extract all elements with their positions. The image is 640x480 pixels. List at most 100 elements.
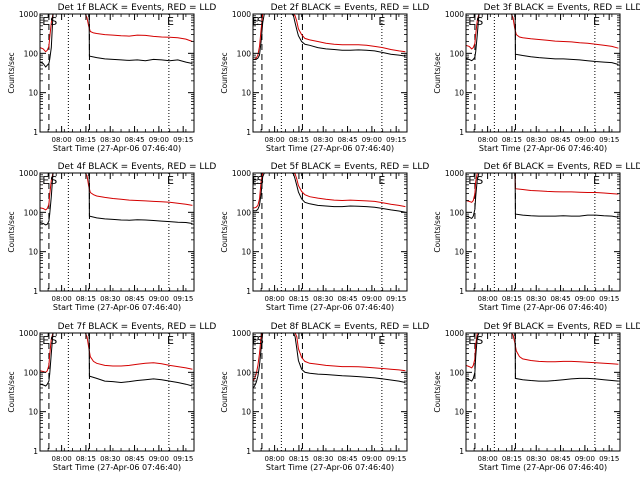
y-tick-label: 1 <box>459 447 464 456</box>
panel-title: Det 7f BLACK = Events, RED = LLD <box>58 322 217 332</box>
x-tick-label: 09:15 <box>599 295 619 303</box>
x-tick-label: 09:00 <box>149 455 169 463</box>
panel-grid: Det 1f BLACK = Events, RED = LLD Counts/s… <box>7 3 640 472</box>
x-tick-label: 08:00 <box>478 136 498 144</box>
x-axis-label: Start Time (27-Apr-06 07:46:40) <box>53 303 181 312</box>
x-tick-label: 09:00 <box>575 455 595 463</box>
x-tick-label: 08:00 <box>52 136 72 144</box>
interval-marker-label: E <box>167 174 174 187</box>
interval-marker-label: E <box>468 15 475 28</box>
series-lld-line <box>466 173 619 203</box>
panel-title: Det 8f BLACK = Events, RED = LLD <box>271 322 430 332</box>
axes-frame <box>252 172 408 292</box>
axes-frame <box>465 332 621 452</box>
series-lld-line <box>253 333 406 382</box>
y-tick-label: 10 <box>28 248 38 257</box>
interval-marker-label: S <box>50 15 57 28</box>
y-axis-label: Counts/sec <box>220 211 229 252</box>
x-tick-label: 08:15 <box>289 455 309 463</box>
interval-marker-label: E <box>378 174 385 187</box>
interval-marker-label: S <box>476 334 483 347</box>
x-tick-label: 08:15 <box>76 295 96 303</box>
interval-marker-label: S <box>50 174 57 187</box>
series-group <box>40 173 193 226</box>
y-tick-label: 1 <box>459 287 464 296</box>
interval-marker-label: S <box>257 174 264 187</box>
x-tick-label: 08:30 <box>100 455 120 463</box>
panel-det-3: Det 3f BLACK = Events, RED = LLD Counts/s… <box>433 3 640 153</box>
y-tick-label: 1000 <box>19 329 38 338</box>
interval-marker-label: E <box>42 174 49 187</box>
x-tick-label: 08:00 <box>52 455 72 463</box>
axes-frame <box>465 13 621 133</box>
interval-marker-label: E <box>42 334 49 347</box>
y-tick-label: 1 <box>33 287 38 296</box>
y-tick-label: 100 <box>24 208 39 217</box>
panel-det-2: Det 2f BLACK = Events, RED = LLD Counts/s… <box>220 3 429 153</box>
x-tick-label: 09:15 <box>599 455 619 463</box>
y-tick-label: 1 <box>246 128 251 137</box>
x-tick-label: 08:30 <box>100 295 120 303</box>
x-tick-label: 08:30 <box>313 455 333 463</box>
x-tick-label: 09:00 <box>362 295 382 303</box>
y-tick-label: 10 <box>454 248 464 257</box>
x-tick-label: 09:00 <box>575 295 595 303</box>
x-tick-label: 08:00 <box>52 295 72 303</box>
panel-det-6: Det 6f BLACK = Events, RED = LLD Counts/s… <box>433 162 640 312</box>
x-tick-label: 08:30 <box>526 455 546 463</box>
x-axis-label: Start Time (27-Apr-06 07:46:40) <box>266 463 394 472</box>
interval-marker-label: E <box>167 334 174 347</box>
series-lld-line <box>40 333 193 373</box>
y-axis-label: Counts/sec <box>220 52 229 93</box>
series-lld-line <box>466 333 619 369</box>
x-tick-label: 08:00 <box>265 295 285 303</box>
series-events-line <box>466 14 619 65</box>
x-tick-label: 09:00 <box>362 455 382 463</box>
series-events-line <box>40 14 193 68</box>
interval-marker-label: E <box>593 15 600 28</box>
axes-frame <box>252 13 408 133</box>
x-tick-label: 08:45 <box>124 455 144 463</box>
series-lld-line <box>466 14 619 50</box>
interval-marker-label: S <box>257 15 264 28</box>
x-tick-label: 09:15 <box>386 136 406 144</box>
x-axis-label: Start Time (27-Apr-06 07:46:40) <box>266 144 394 153</box>
y-tick-label: 1000 <box>232 329 251 338</box>
x-tick-label: 09:00 <box>362 136 382 144</box>
x-tick-label: 08:30 <box>313 136 333 144</box>
x-tick-label: 09:00 <box>149 295 169 303</box>
x-tick-label: 08:15 <box>289 136 309 144</box>
interval-marker-label: E <box>593 334 600 347</box>
x-tick-label: 08:45 <box>337 136 357 144</box>
interval-marker-label: S <box>476 15 483 28</box>
x-tick-label: 08:30 <box>526 136 546 144</box>
y-tick-label: 10 <box>241 408 251 417</box>
interval-marker-label: E <box>468 174 475 187</box>
y-tick-label: 10 <box>28 408 38 417</box>
interval-marker-label: E <box>378 15 385 28</box>
interval-marker-label: E <box>468 334 475 347</box>
interval-marker-label: E <box>42 15 49 28</box>
x-tick-label: 09:00 <box>149 136 169 144</box>
panel-det-7: Det 7f BLACK = Events, RED = LLD Counts/s… <box>7 322 216 472</box>
x-tick-label: 08:45 <box>550 455 570 463</box>
panel-title: Det 6f BLACK = Events, RED = LLD <box>484 162 640 172</box>
y-tick-label: 100 <box>237 208 252 217</box>
interval-marker-label: S <box>257 334 264 347</box>
x-tick-label: 08:15 <box>289 295 309 303</box>
y-tick-label: 1000 <box>445 169 464 178</box>
x-tick-label: 08:45 <box>550 136 570 144</box>
y-tick-label: 100 <box>24 49 39 58</box>
y-tick-label: 1 <box>33 128 38 137</box>
x-tick-label: 08:15 <box>76 455 96 463</box>
interval-marker-label: E <box>252 334 259 347</box>
x-tick-label: 08:15 <box>502 136 522 144</box>
y-tick-label: 1000 <box>445 10 464 19</box>
x-tick-label: 09:15 <box>173 136 193 144</box>
y-tick-label: 100 <box>450 49 465 58</box>
series-group <box>40 333 193 387</box>
panel-title: Det 3f BLACK = Events, RED = LLD <box>484 3 640 13</box>
interval-marker-label: S <box>476 174 483 187</box>
y-tick-label: 1000 <box>232 10 251 19</box>
